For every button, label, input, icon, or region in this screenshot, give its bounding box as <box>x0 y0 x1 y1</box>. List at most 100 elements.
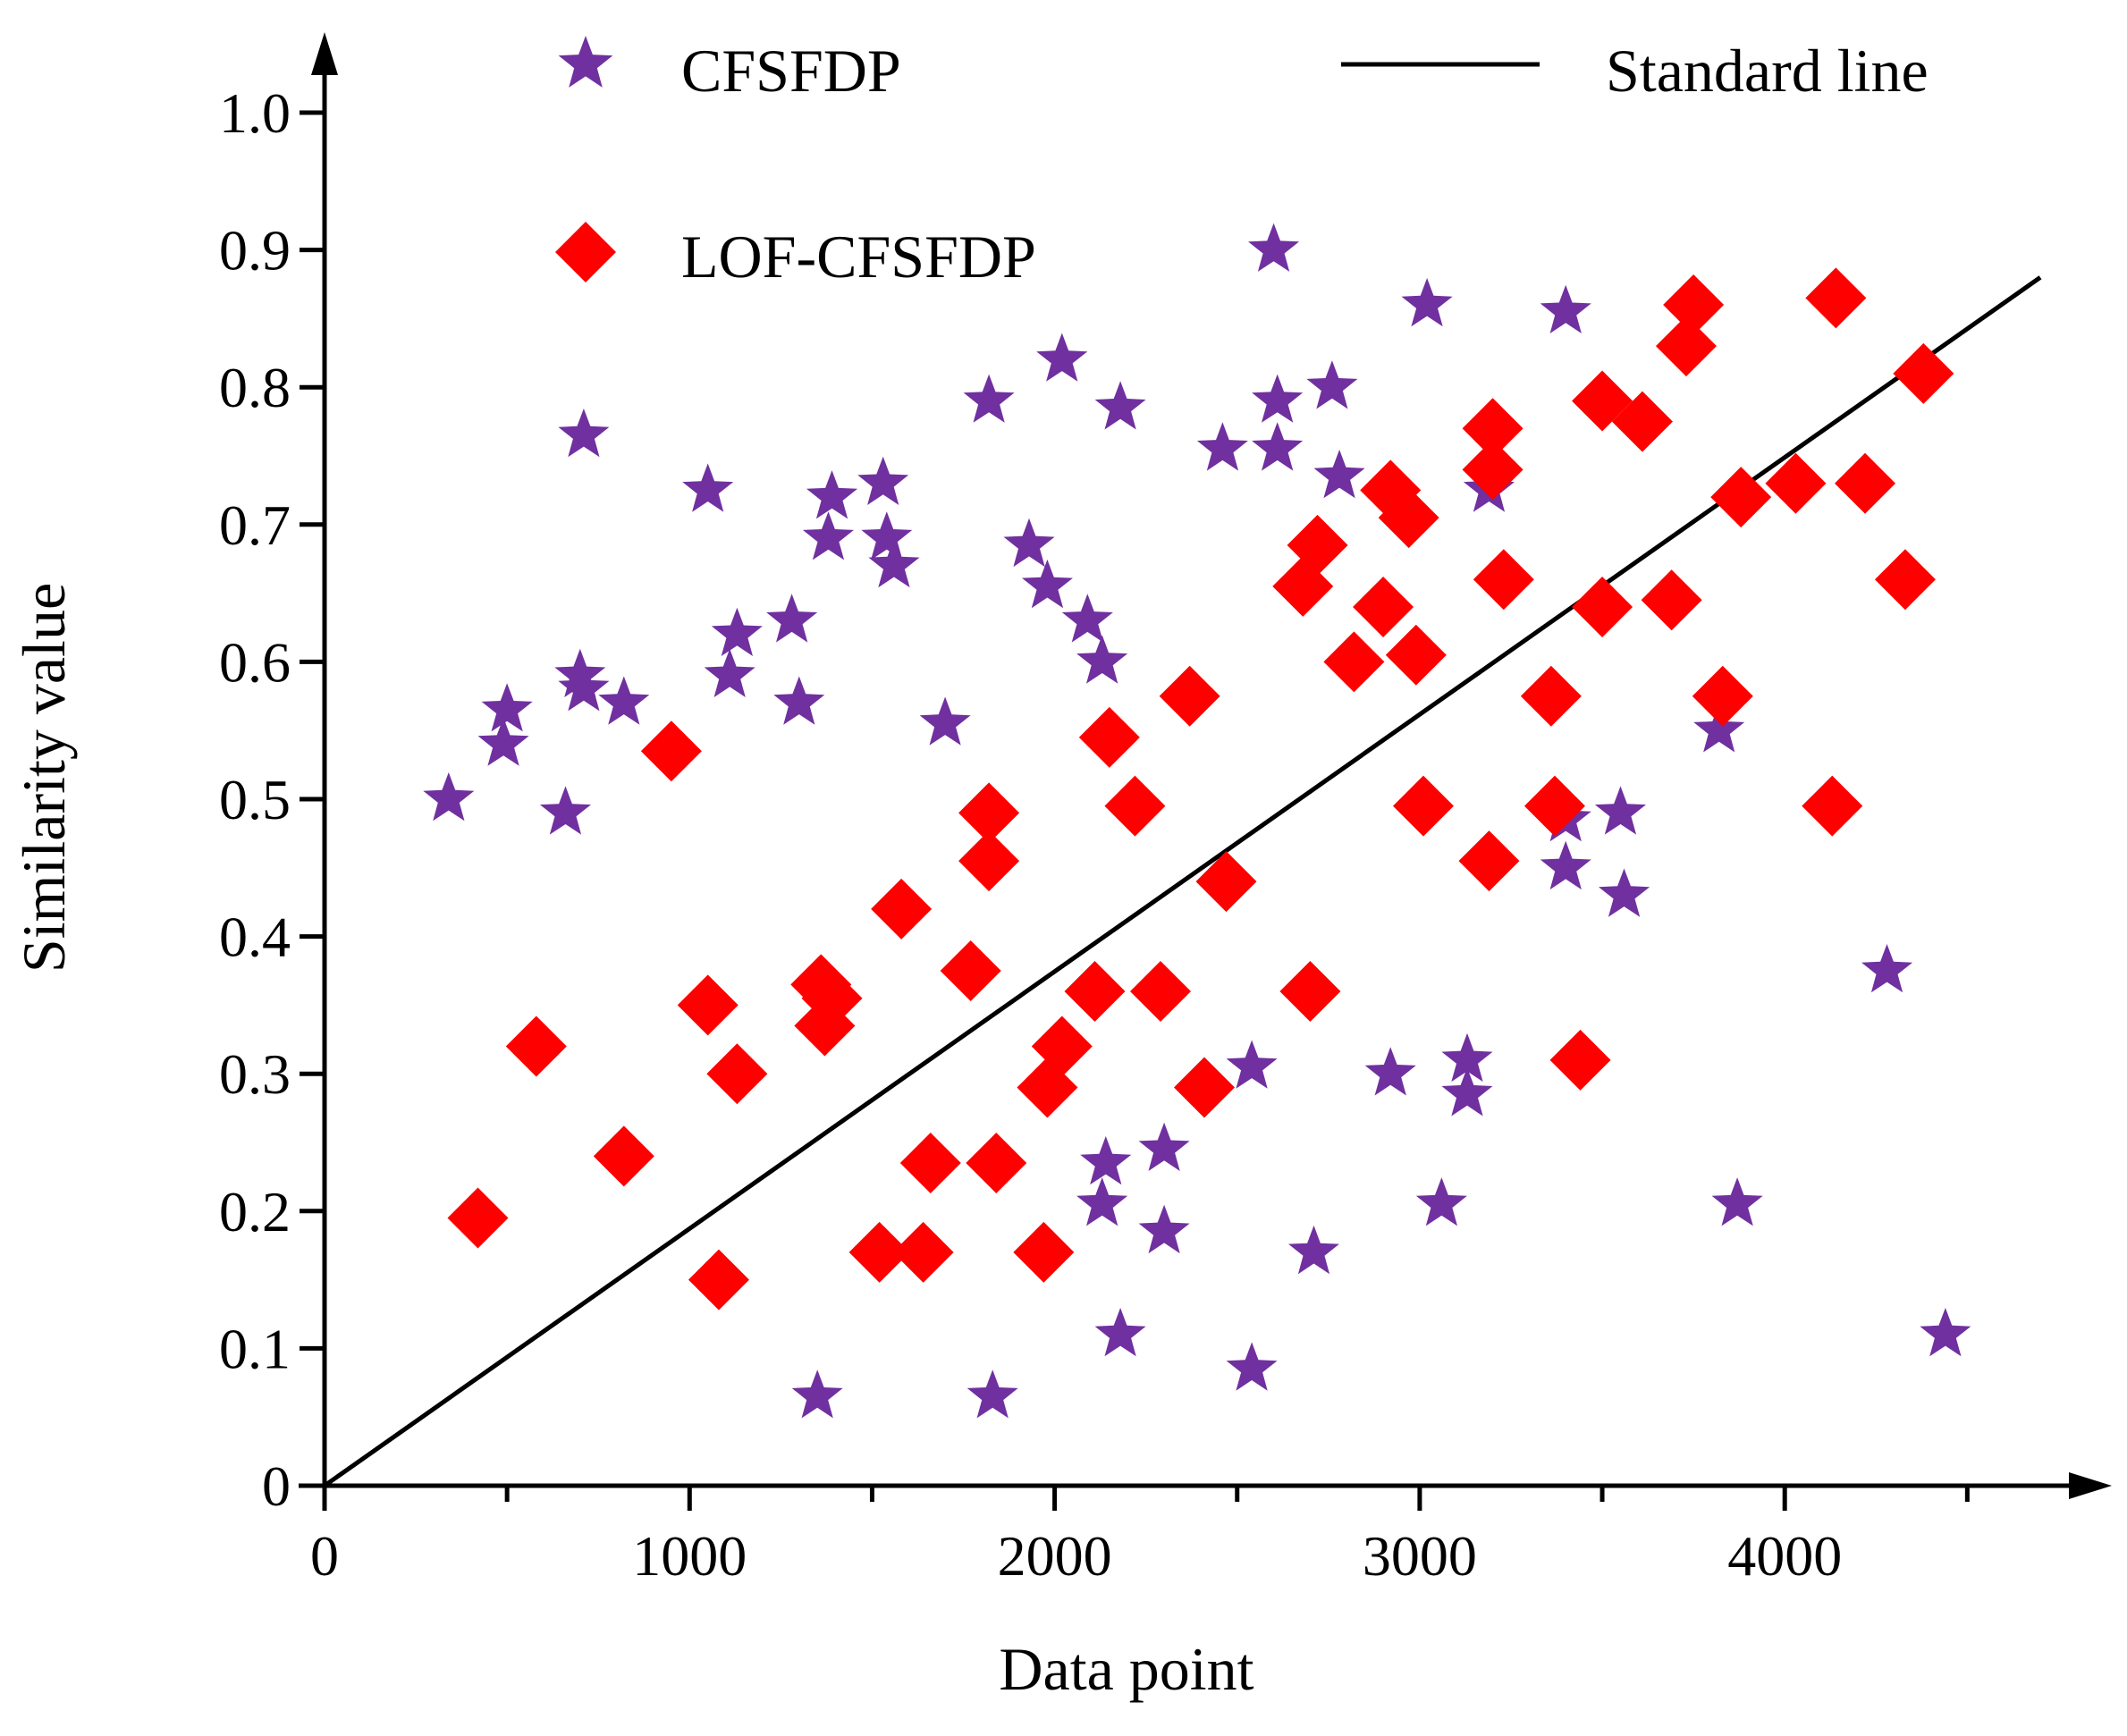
lof-cfsfdp-point <box>1287 514 1348 576</box>
x-tick-label: 1000 <box>632 1524 747 1588</box>
lof-cfsfdp-point <box>1893 342 1954 404</box>
y-tick-label: 0.5 <box>219 768 291 831</box>
y-tick-label: 0 <box>262 1454 291 1518</box>
cfsfdp-point <box>598 676 650 725</box>
lof-cfsfdp-point <box>1611 391 1673 452</box>
cfsfdp-point <box>1313 450 1365 499</box>
y-axis-title: Similarity value <box>10 583 78 973</box>
cfsfdp-point <box>1226 1342 1278 1391</box>
cfsfdp-point <box>1920 1308 1971 1357</box>
lof-cfsfdp-point <box>1462 439 1524 501</box>
legend-diamond-icon <box>555 222 616 282</box>
cfsfdp-point <box>558 662 610 712</box>
cfsfdp-point <box>1594 786 1646 835</box>
legend-star-icon <box>558 36 613 88</box>
cfsfdp-point <box>1248 223 1300 272</box>
legend-label-lof-cfsfdp: LOF-CFSFDP <box>681 223 1036 291</box>
cfsfdp-point <box>1003 518 1055 568</box>
y-tick-label: 0.2 <box>219 1180 291 1243</box>
cfsfdp-point <box>868 538 920 588</box>
legend-label-standard-line: Standard line <box>1606 37 1929 105</box>
lof-cfsfdp-point <box>966 1133 1027 1194</box>
lof-cfsfdp-point <box>593 1125 654 1187</box>
cfsfdp-point <box>423 772 475 822</box>
cfsfdp-point <box>1094 381 1146 430</box>
cfsfdp-point <box>1252 374 1304 423</box>
cfsfdp-point <box>1364 1047 1416 1096</box>
cfsfdp-point <box>558 409 610 458</box>
cfsfdp-point <box>1599 868 1650 917</box>
lof-cfsfdp-point <box>1323 631 1385 693</box>
cfsfdp-point <box>1306 360 1358 409</box>
legend: CFSFDP LOF-CFSFDP Standard line <box>555 36 1929 291</box>
cfsfdp-point <box>481 683 533 732</box>
lof-cfsfdp-point <box>1473 549 1534 611</box>
cfsfdp-point <box>1441 1067 1493 1117</box>
cfsfdp-point <box>1076 635 1128 684</box>
cfsfdp-point <box>1693 704 1745 753</box>
x-ticks: 0 1000 2000 3000 4000 <box>310 1486 1970 1588</box>
lof-cfsfdp-point <box>871 878 933 940</box>
cfsfdp-point <box>791 1369 843 1419</box>
cfsfdp-point <box>1711 1177 1763 1226</box>
lof-cfsfdp-point <box>1572 576 1633 637</box>
cfsfdp-point <box>963 374 1015 423</box>
cfsfdp-point <box>1861 944 1913 993</box>
lof-cfsfdp-point <box>1874 549 1936 611</box>
y-ticks: 0 0.1 0.2 0.3 0.4 0.5 0.6 0.7 0.8 0.9 1.0 <box>219 81 325 1518</box>
cfsfdp-point <box>1540 284 1591 333</box>
lof-cfsfdp-point <box>447 1187 509 1249</box>
cfsfdp-point <box>766 594 818 643</box>
cfsfdp-point <box>857 456 909 505</box>
cfsfdp-point <box>477 717 529 766</box>
lof-cfsfdp-point <box>1392 775 1454 837</box>
lof-cfsfdp-point <box>1462 398 1524 459</box>
lof-cfsfdp-point <box>1104 775 1166 837</box>
y-tick-label: 0.4 <box>219 906 291 969</box>
lof-cfsfdp-point <box>892 1221 954 1283</box>
cfsfdp-point <box>1138 1122 1190 1171</box>
data-series <box>423 223 1971 1419</box>
lof-cfsfdp-point <box>1663 274 1725 336</box>
lof-cfsfdp-point <box>1835 452 1896 514</box>
y-axis-arrow <box>311 32 338 75</box>
cfsfdp-point <box>1540 840 1591 890</box>
x-tick-label: 3000 <box>1363 1524 1477 1588</box>
lof-cfsfdp-point <box>1765 452 1827 514</box>
lof-cfsfdp-point <box>1802 775 1863 837</box>
lof-cfsfdp-point <box>1710 467 1772 528</box>
legend-label-cfsfdp: CFSFDP <box>681 37 901 105</box>
lof-cfsfdp-point <box>706 1043 768 1105</box>
cfsfdp-point <box>773 676 825 725</box>
cfsfdp-point <box>966 1369 1018 1419</box>
cfsfdp-point <box>1288 1225 1339 1275</box>
cfsfdp-point <box>1061 594 1113 643</box>
lof-cfsfdp-point <box>958 782 1020 844</box>
cfsfdp-point <box>539 786 591 835</box>
cfsfdp-point <box>1252 422 1304 471</box>
lof-cfsfdp-point <box>1458 830 1520 892</box>
lof-cfsfdp-point <box>899 1133 961 1194</box>
cfsfdp-point <box>1080 1136 1132 1185</box>
cfsfdp-point <box>1441 1032 1493 1083</box>
lof-cfsfdp-point <box>1385 624 1447 686</box>
lof-cfsfdp-point <box>958 830 1020 892</box>
cfsfdp-point <box>1021 559 1073 609</box>
lof-cfsfdp-point <box>1353 576 1414 637</box>
cfsfdp-point <box>1196 422 1248 471</box>
cfsfdp-point <box>919 696 971 746</box>
cfsfdp-point <box>1226 1040 1278 1089</box>
lof-cfsfdp-point <box>1805 267 1867 329</box>
y-tick-label: 0.7 <box>219 493 291 557</box>
lof-cfsfdp-point <box>505 1015 567 1077</box>
x-axis-arrow <box>2069 1472 2112 1499</box>
y-tick-label: 0.1 <box>219 1317 291 1380</box>
y-tick-label: 0.6 <box>219 630 291 694</box>
lof-cfsfdp-point <box>1064 961 1126 1023</box>
cfsfdp-point <box>806 470 858 519</box>
lof-cfsfdp-point <box>1520 665 1582 727</box>
cfsfdp-point <box>1076 1177 1128 1226</box>
cfsfdp-point <box>1094 1308 1146 1357</box>
cfsfdp-point <box>802 511 854 560</box>
lof-cfsfdp-point <box>1524 775 1585 837</box>
